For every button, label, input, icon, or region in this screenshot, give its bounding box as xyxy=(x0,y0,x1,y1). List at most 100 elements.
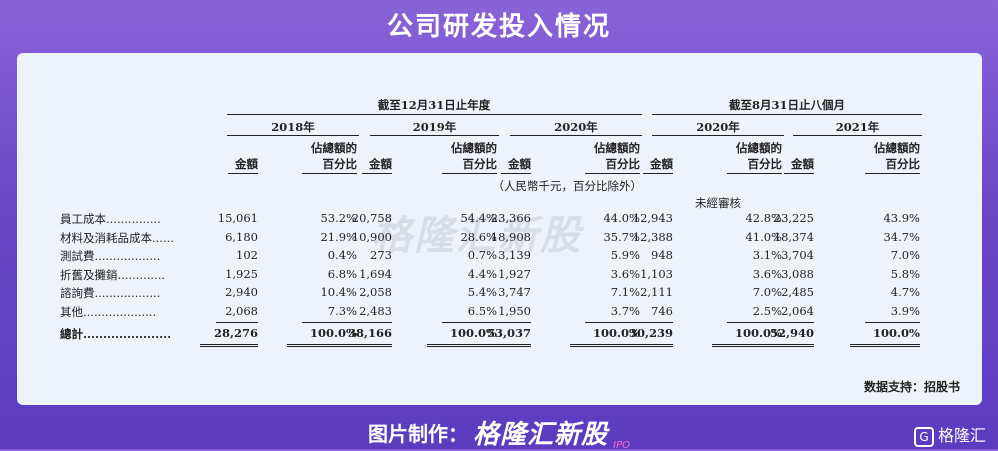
table-cell: 54.4% xyxy=(460,211,497,225)
table-cell: 12,388 xyxy=(632,230,673,244)
table-cell: 4.4% xyxy=(467,267,497,281)
table-cell: 3,747 xyxy=(498,285,531,299)
table-cell: 3,704 xyxy=(781,248,814,262)
table-cell: 3.6% xyxy=(610,267,640,281)
year-header: 2018年 xyxy=(271,120,315,134)
rule xyxy=(727,322,782,323)
year-header: 2019年 xyxy=(412,120,457,134)
table-cell: 3.1% xyxy=(752,248,782,262)
table-cell: 2,483 xyxy=(359,304,392,318)
pct-header: 百分比 xyxy=(747,157,783,171)
pct-header: 佔總額的 xyxy=(451,141,497,155)
row-label: 諮詢費.................. xyxy=(60,286,161,300)
rule xyxy=(631,322,673,323)
double-rule xyxy=(570,344,640,347)
table-cell: 7.3% xyxy=(327,304,357,318)
table-cell: 1,694 xyxy=(359,267,392,281)
rule xyxy=(501,173,531,174)
pct-header: 佔總額的 xyxy=(874,141,920,155)
rule xyxy=(585,322,640,323)
total-cell: 100.0% xyxy=(310,326,357,340)
table-cell: 2,068 xyxy=(225,304,258,318)
logo-icon: G xyxy=(913,426,934,447)
rule xyxy=(585,173,640,174)
table-cell: 23,225 xyxy=(773,211,814,225)
table-cell: 18,374 xyxy=(773,230,814,244)
rule xyxy=(489,322,531,323)
table-card: 格隆汇新股 截至12月31日止年度 截至8月31日止八個月 2018年 2019年 20… xyxy=(17,53,982,405)
table-cell: 3.7% xyxy=(610,304,640,318)
table-cell: 1,103 xyxy=(640,267,673,281)
table-cell: 273 xyxy=(370,248,392,262)
pct-header: 百分比 xyxy=(462,157,498,171)
total-cell: 100.0% xyxy=(873,326,920,340)
table-cell: 15,061 xyxy=(217,211,258,225)
table-cell: 7.0% xyxy=(890,248,920,262)
amount-header: 金額 xyxy=(791,157,814,171)
total-cell: 53,037 xyxy=(486,326,531,340)
table-cell: 4.7% xyxy=(890,285,920,299)
rule xyxy=(362,173,392,174)
rule xyxy=(302,322,357,323)
amount-header: 金額 xyxy=(235,157,258,171)
table-cell: 2,064 xyxy=(781,304,814,318)
period-header: 截至12月31日止年度 xyxy=(377,98,491,112)
table-cell: 1,927 xyxy=(498,267,531,281)
table-cell: 1,925 xyxy=(225,267,258,281)
table-cell: 0.7% xyxy=(467,248,497,262)
double-rule xyxy=(200,344,258,347)
table-cell: 6,180 xyxy=(225,230,258,244)
amount-header: 金額 xyxy=(508,157,531,171)
corner-logo-text: 格隆汇 xyxy=(937,426,986,445)
table-cell: 28.6% xyxy=(460,230,497,244)
footer-ipo: IPO xyxy=(613,440,631,451)
table-cell: 6.8% xyxy=(327,267,357,281)
unit-note: （人民幣千元，百分比除外） xyxy=(492,179,643,193)
row-label: 材料及消耗品成本...... xyxy=(60,231,174,245)
table-cell: 2.5% xyxy=(752,304,782,318)
table-cell: 3.6% xyxy=(752,267,782,281)
double-rule xyxy=(334,344,392,347)
year-header: 2020年 xyxy=(554,120,598,134)
rule xyxy=(865,173,920,174)
table-cell: 6.5% xyxy=(467,304,497,318)
row-label: 員工成本............... xyxy=(60,212,161,226)
corner-logo: G 格隆汇 xyxy=(913,422,986,447)
table-cell: 2,940 xyxy=(225,285,258,299)
total-cell: 38,166 xyxy=(347,326,392,340)
table-cell: 2,058 xyxy=(359,285,392,299)
total-cell: 100.0% xyxy=(450,326,497,340)
rule xyxy=(772,322,814,323)
pct-header: 百分比 xyxy=(605,157,641,171)
footer-brand: 格隆汇新股 xyxy=(473,420,609,450)
rule xyxy=(302,173,357,174)
total-cell: 52,940 xyxy=(769,326,814,340)
table-cell: 3,139 xyxy=(498,248,531,262)
table-cell: 2,111 xyxy=(640,285,673,299)
rule xyxy=(510,135,642,136)
rule xyxy=(216,322,258,323)
double-rule xyxy=(712,344,782,347)
table-cell: 20,758 xyxy=(351,211,392,225)
table-cell: 12,943 xyxy=(632,211,673,225)
rule xyxy=(793,135,922,136)
year-header: 2021年 xyxy=(835,120,880,134)
table-cell: 1,950 xyxy=(498,304,531,318)
table-cell: 23,366 xyxy=(490,211,531,225)
rule xyxy=(350,322,392,323)
table-cell: 2,485 xyxy=(781,285,814,299)
double-rule xyxy=(473,344,531,347)
table-cell: 5.8% xyxy=(890,267,920,281)
pct-header: 百分比 xyxy=(885,157,921,171)
table-cell: 43.9% xyxy=(883,211,920,225)
year-header: 2020年 xyxy=(696,120,740,134)
row-label: 折舊及攤銷............. xyxy=(60,268,166,282)
double-rule xyxy=(756,344,814,347)
table-cell: 7.1% xyxy=(610,285,640,299)
row-label: 其他.................... xyxy=(60,305,157,319)
rule xyxy=(865,322,920,323)
table-cell: 3,088 xyxy=(781,267,814,281)
table-cell: 21.9% xyxy=(320,230,357,244)
rule xyxy=(652,114,922,115)
unaudited-note: 未經審核 xyxy=(695,196,741,210)
